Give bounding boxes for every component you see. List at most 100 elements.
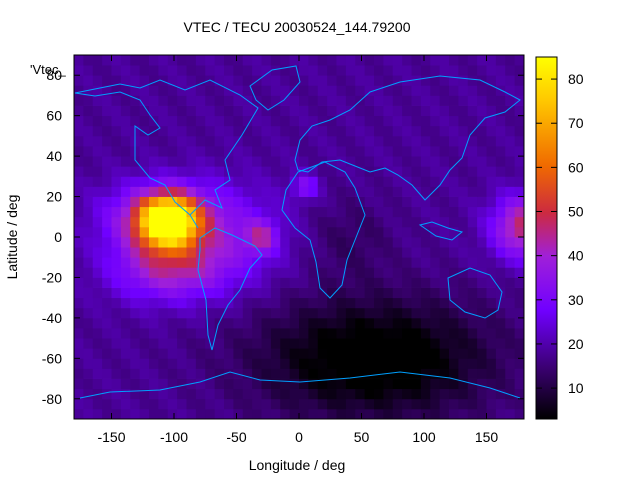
heatmap-cell bbox=[495, 135, 506, 147]
heatmap-cell bbox=[139, 328, 150, 339]
heatmap-cell bbox=[420, 125, 431, 137]
heatmap-cell bbox=[514, 287, 525, 299]
heatmap-cell bbox=[477, 358, 487, 369]
heatmap-cell bbox=[458, 226, 469, 238]
heatmap-cell bbox=[308, 317, 319, 329]
heatmap-cell bbox=[270, 186, 281, 197]
heatmap-cell bbox=[299, 65, 309, 76]
heatmap-cell bbox=[411, 237, 422, 248]
heatmap-cell bbox=[139, 338, 150, 349]
heatmap-cell bbox=[120, 55, 131, 66]
heatmap-cell bbox=[458, 156, 469, 167]
heatmap-cell bbox=[355, 247, 366, 258]
heatmap-cell bbox=[261, 55, 272, 66]
heatmap-cell bbox=[411, 297, 422, 309]
heatmap-cell bbox=[92, 267, 103, 278]
heatmap-cell bbox=[195, 186, 206, 197]
heatmap-cell bbox=[280, 398, 291, 410]
heatmap-cell bbox=[158, 85, 169, 96]
heatmap-cell bbox=[261, 95, 272, 106]
heatmap-cell bbox=[345, 95, 356, 106]
heatmap-cell bbox=[139, 408, 150, 420]
heatmap-cell bbox=[449, 226, 459, 238]
heatmap-cell bbox=[458, 196, 469, 208]
heatmap-cell bbox=[420, 105, 431, 117]
heatmap-cell bbox=[289, 176, 300, 187]
heatmap-cell bbox=[102, 368, 112, 379]
heatmap-cell bbox=[439, 55, 450, 66]
heatmap-cell bbox=[177, 267, 187, 278]
heatmap-cell bbox=[514, 317, 525, 329]
heatmap-cell bbox=[92, 125, 103, 137]
heatmap-cell bbox=[392, 297, 403, 309]
heatmap-cell bbox=[317, 196, 328, 208]
heatmap-cell bbox=[102, 287, 112, 299]
heatmap-cell bbox=[458, 297, 469, 309]
heatmap-cell bbox=[252, 176, 262, 187]
heatmap-cell bbox=[149, 388, 159, 400]
heatmap-cell bbox=[383, 358, 394, 369]
heatmap-cell bbox=[336, 206, 347, 218]
heatmap-cell bbox=[411, 55, 422, 66]
heatmap-cell bbox=[130, 368, 141, 379]
heatmap-cell bbox=[149, 176, 159, 187]
heatmap-cell bbox=[355, 146, 366, 157]
heatmap-cell bbox=[130, 277, 141, 288]
heatmap-cell bbox=[167, 378, 178, 390]
heatmap-cell bbox=[261, 408, 272, 420]
heatmap-cell bbox=[467, 247, 478, 258]
heatmap-cell bbox=[242, 277, 253, 288]
heatmap-cell bbox=[430, 216, 441, 228]
heatmap-cell bbox=[327, 65, 337, 76]
heatmap-cell bbox=[477, 196, 487, 208]
heatmap-cell bbox=[92, 338, 103, 349]
heatmap-cell bbox=[280, 358, 291, 369]
heatmap-cell bbox=[74, 247, 84, 258]
heatmap-cell bbox=[467, 85, 478, 96]
heatmap-cell bbox=[505, 398, 516, 410]
heatmap-cell bbox=[252, 408, 262, 420]
heatmap-cell bbox=[420, 115, 431, 127]
coastline-europe-asia bbox=[294, 75, 521, 201]
heatmap-cell bbox=[83, 328, 94, 339]
heatmap-cell bbox=[467, 257, 478, 268]
heatmap-cell bbox=[411, 358, 422, 369]
heatmap-cell bbox=[149, 206, 159, 218]
heatmap-cell bbox=[242, 55, 253, 66]
heatmap-cell bbox=[514, 226, 525, 238]
heatmap-cell bbox=[233, 55, 244, 66]
heatmap-cell bbox=[449, 378, 459, 390]
heatmap-cell bbox=[345, 328, 356, 339]
heatmap-cell bbox=[83, 247, 94, 258]
y-tick-label: 40 bbox=[46, 148, 62, 164]
heatmap-cell bbox=[158, 135, 169, 147]
heatmap-cell bbox=[374, 196, 384, 208]
heatmap-cell bbox=[486, 125, 497, 137]
heatmap-cell bbox=[308, 338, 319, 349]
heatmap-cell bbox=[392, 328, 403, 339]
heatmap-cell bbox=[92, 348, 103, 359]
heatmap-cell bbox=[402, 348, 412, 359]
heatmap-cell bbox=[477, 186, 487, 197]
heatmap-cell bbox=[336, 348, 347, 359]
heatmap-cell bbox=[111, 95, 122, 106]
heatmap-cell bbox=[195, 388, 206, 400]
heatmap-cell bbox=[92, 55, 103, 66]
heatmap-cell bbox=[92, 135, 103, 147]
heatmap-cell bbox=[102, 95, 112, 106]
heatmap-cell bbox=[186, 105, 197, 117]
heatmap-cell bbox=[270, 237, 281, 248]
heatmap-cell bbox=[355, 378, 366, 390]
heatmap-cell bbox=[495, 277, 506, 288]
heatmap-cell bbox=[430, 408, 441, 420]
heatmap-cell bbox=[505, 287, 516, 299]
heatmap-cell bbox=[167, 125, 178, 137]
heatmap-cell bbox=[280, 297, 291, 309]
heatmap-cell bbox=[420, 65, 431, 76]
heatmap-cell bbox=[411, 176, 422, 187]
heatmap-cell bbox=[111, 247, 122, 258]
heatmap-cell bbox=[449, 135, 459, 147]
heatmap-cell bbox=[402, 307, 412, 319]
heatmap-cell bbox=[83, 216, 94, 228]
